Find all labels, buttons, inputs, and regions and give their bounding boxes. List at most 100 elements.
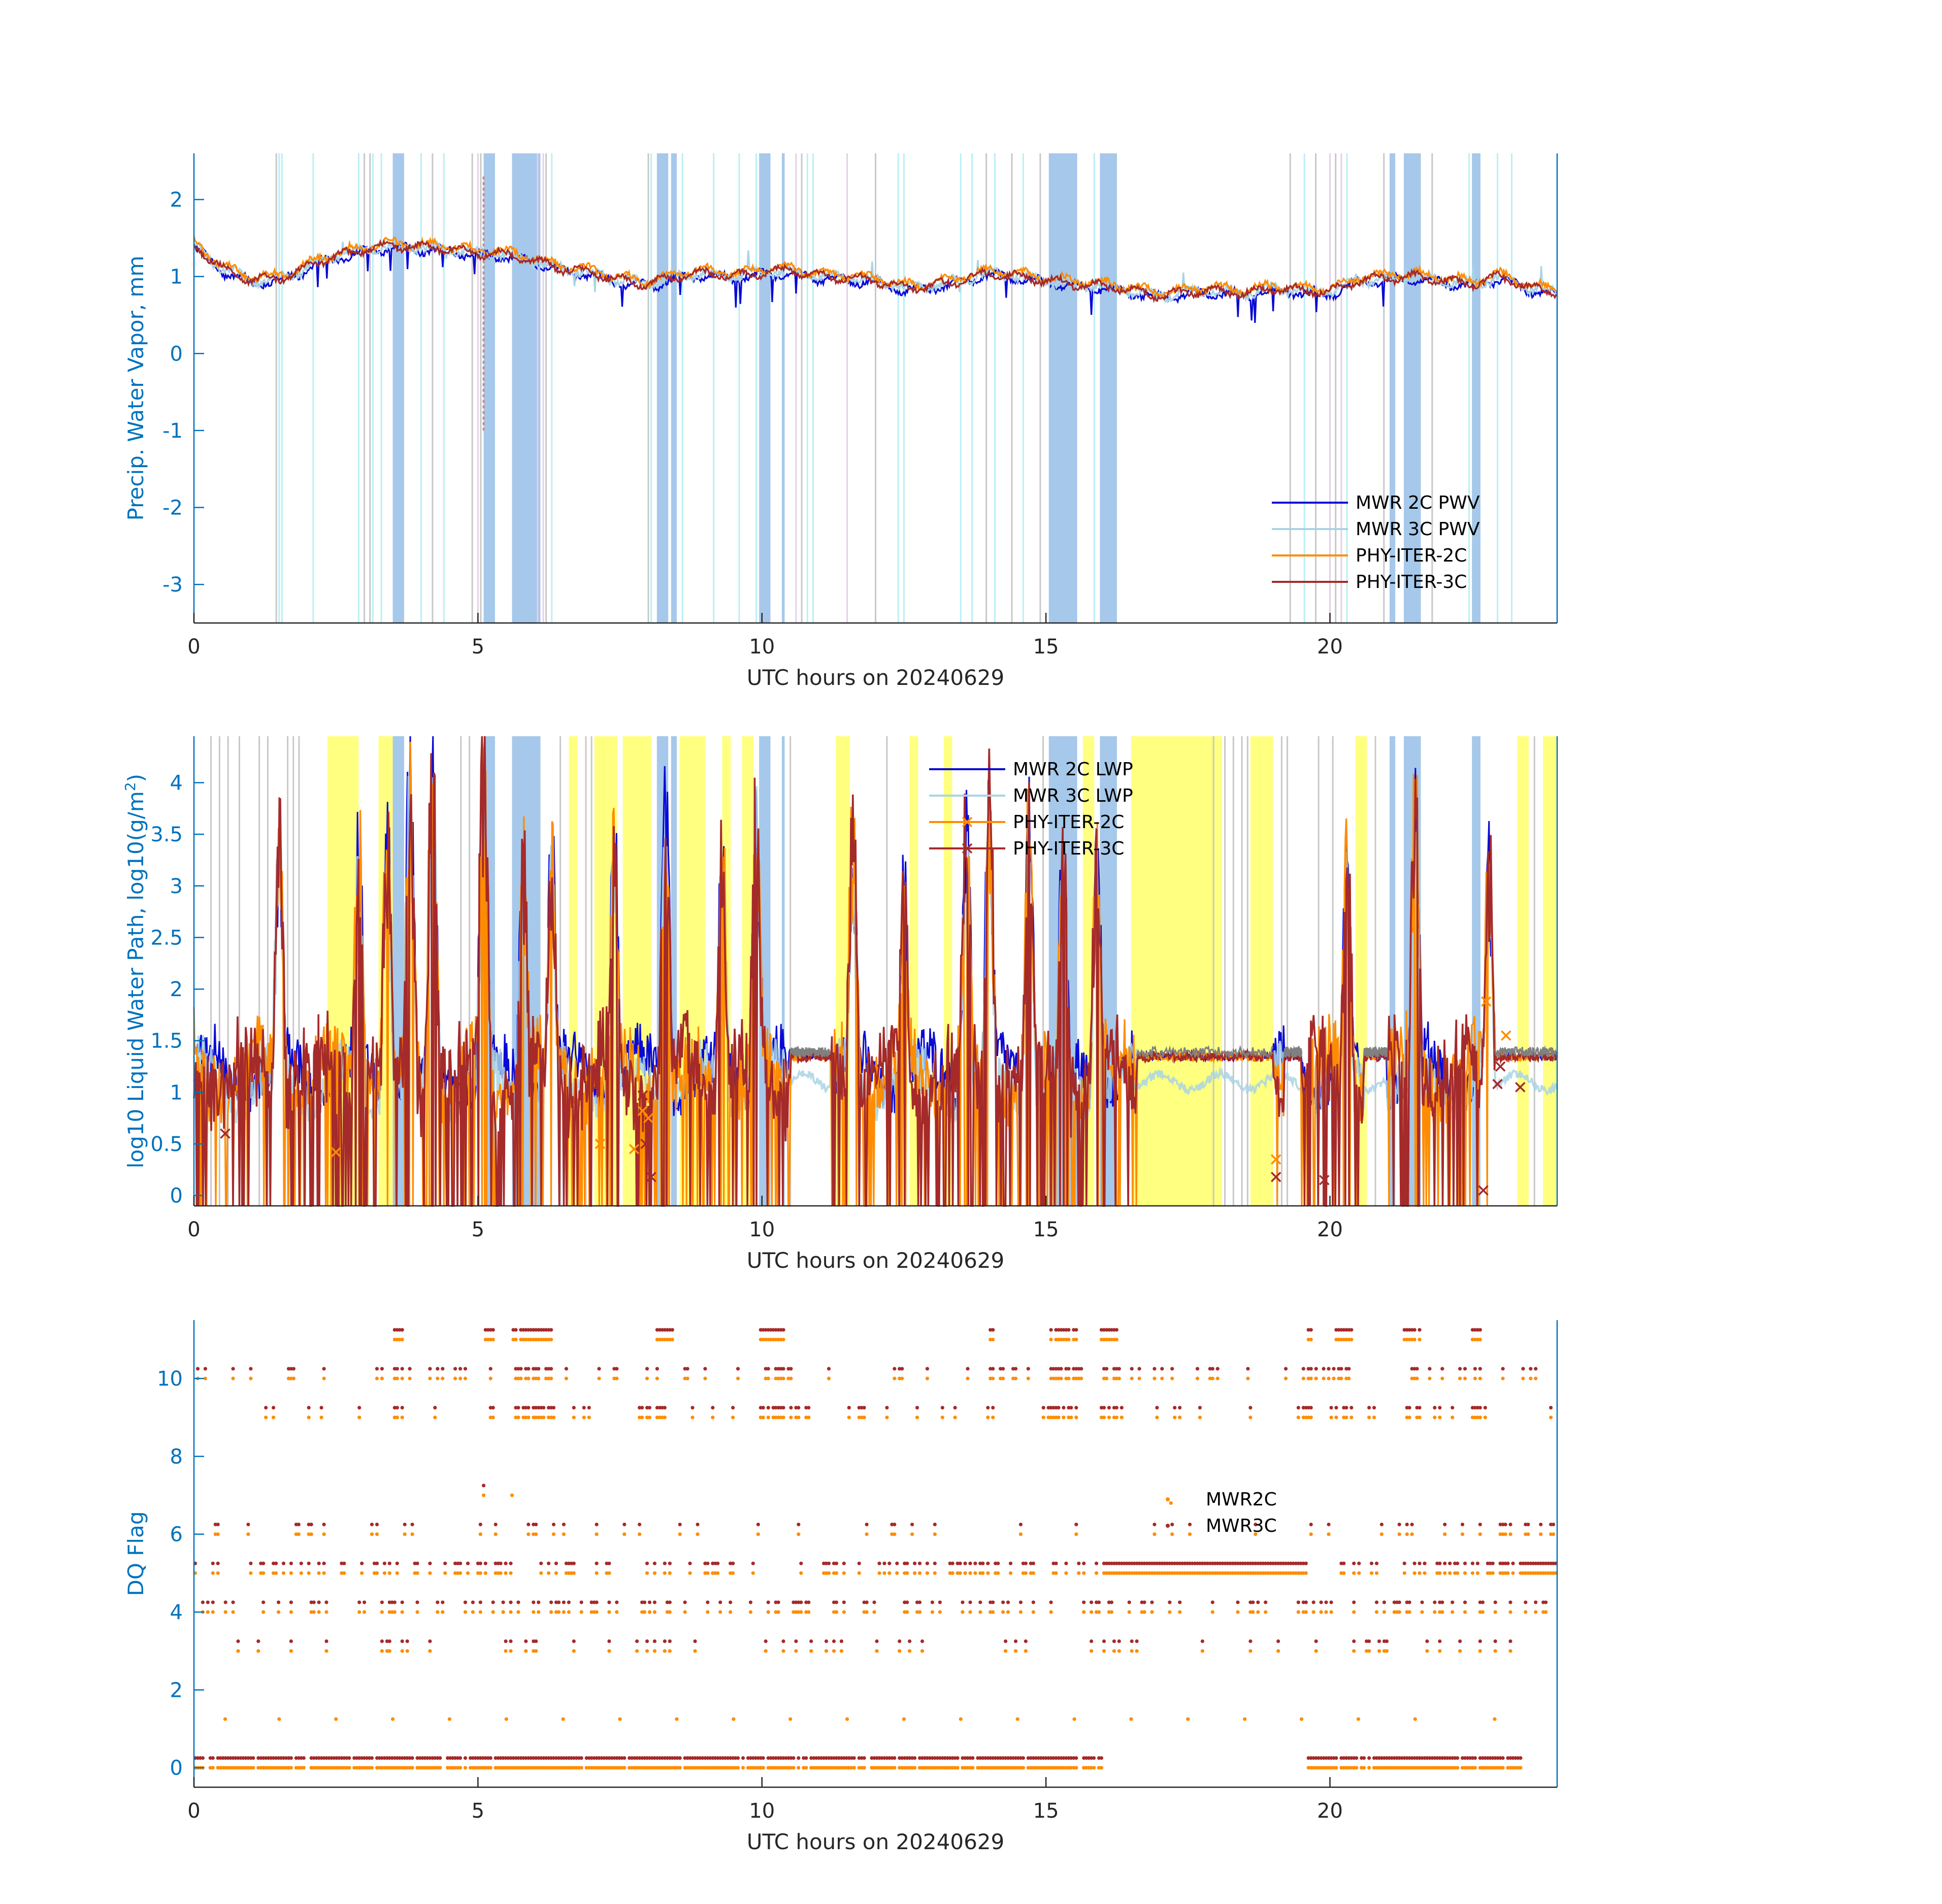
- dq-point-2c: [1289, 1571, 1293, 1575]
- dq-point-2c: [1470, 1337, 1474, 1341]
- dq-point-3c: [319, 1405, 323, 1410]
- dq-point-3c: [420, 1756, 424, 1760]
- dq-point-2c: [1147, 1571, 1151, 1575]
- dq-point-3c: [216, 1561, 220, 1565]
- dq-point-3c: [1526, 1561, 1530, 1565]
- dq-point-2c: [264, 1766, 268, 1770]
- dq-point-3c: [428, 1367, 432, 1371]
- dq-point-3c: [994, 1756, 998, 1760]
- dq-point-3c: [1508, 1639, 1512, 1644]
- dq-point-2c: [1463, 1376, 1467, 1381]
- dq-point-2c: [355, 1766, 359, 1770]
- dq-point-2c: [236, 1766, 240, 1770]
- dq-point-3c: [718, 1756, 722, 1760]
- dq-point-3c: [1405, 1522, 1409, 1527]
- dq-point-2c: [1031, 1571, 1035, 1575]
- dq-point-3c: [877, 1561, 881, 1565]
- dq-point-3c: [564, 1367, 568, 1371]
- dq-point-3c: [938, 1600, 942, 1604]
- dq-point-3c: [357, 1756, 361, 1760]
- pwv-cloud-band: [392, 153, 404, 623]
- dq-point-2c: [261, 1610, 266, 1614]
- dq-point-3c: [595, 1600, 599, 1604]
- dq-point-2c: [903, 1610, 907, 1614]
- dq-point-2c: [905, 1610, 909, 1614]
- dq-point-3c: [387, 1561, 391, 1565]
- dq-point-2c: [1372, 1766, 1376, 1770]
- dq-point-2c: [228, 1766, 233, 1770]
- dq-point-2c: [948, 1766, 952, 1770]
- pwv-y-tick-label: -3: [162, 573, 183, 597]
- dq-point-3c: [968, 1561, 972, 1565]
- dq-point-2c: [678, 1766, 682, 1770]
- dq-point-3c: [483, 1756, 487, 1760]
- dq-point-3c: [893, 1756, 897, 1760]
- dq-point-2c: [824, 1649, 829, 1653]
- dq-point-3c: [488, 1367, 492, 1371]
- dq-point-2c: [1160, 1376, 1164, 1381]
- dq-point-2c: [458, 1766, 463, 1770]
- dq-point-3c: [1453, 1561, 1457, 1565]
- dq-point-3c: [488, 1405, 492, 1410]
- lwp-phy3c-marker: [646, 1171, 656, 1183]
- dq-point-2c: [1458, 1649, 1462, 1653]
- dq-point-3c: [1306, 1367, 1310, 1371]
- dq-point-2c: [1463, 1571, 1467, 1575]
- dq-point-3c: [534, 1405, 538, 1410]
- dq-point-2c: [1355, 1766, 1359, 1770]
- dq-point-3c: [410, 1756, 414, 1760]
- dq-point-3c: [198, 1756, 202, 1760]
- dq-point-2c: [1480, 1610, 1485, 1614]
- dq-point-3c: [1208, 1367, 1212, 1371]
- dq-point-2c: [1473, 1376, 1477, 1381]
- dq-point-3c: [1379, 1522, 1384, 1527]
- dq-point-2c: [1435, 1766, 1439, 1770]
- dq-point-3c: [1016, 1756, 1020, 1760]
- dq-point-3c: [1034, 1756, 1038, 1760]
- dq-point-2c: [595, 1610, 599, 1614]
- dq-point-3c: [1425, 1639, 1429, 1644]
- dq-point-2c: [453, 1571, 457, 1575]
- dq-point-2c: [913, 1766, 917, 1770]
- dq-point-3c: [1392, 1756, 1396, 1760]
- dq-point-2c: [1425, 1649, 1429, 1653]
- dq-point-2c: [890, 1766, 894, 1770]
- dq-point-3c: [473, 1756, 478, 1760]
- dq-point-2c: [683, 1766, 687, 1770]
- dq-point-2c: [569, 1571, 573, 1575]
- dq-point-3c: [1127, 1600, 1131, 1604]
- dq-point-3c: [544, 1328, 548, 1332]
- dq-point-2c: [905, 1571, 909, 1575]
- dq-point-3c: [1095, 1561, 1099, 1565]
- dq-point-2c: [1180, 1571, 1184, 1575]
- dq-point-3c: [342, 1756, 346, 1760]
- dq-point-2c: [733, 1766, 738, 1770]
- dq-point-3c: [1036, 1756, 1040, 1760]
- pwv-legend-label: MWR 3C PWV: [1356, 519, 1480, 540]
- dq-point-2c: [781, 1649, 785, 1653]
- dq-point-3c: [963, 1756, 967, 1760]
- dq-point-3c: [610, 1756, 614, 1760]
- dq-point-2c: [1064, 1376, 1068, 1381]
- dq-point-3c: [246, 1522, 250, 1527]
- dq-point-2c: [1018, 1766, 1023, 1770]
- dq-point-3c: [910, 1522, 914, 1527]
- dq-point-3c: [392, 1600, 397, 1604]
- dq-point-2c: [537, 1337, 541, 1341]
- dq-point-2c: [729, 1766, 733, 1770]
- dq-point-2c: [537, 1416, 541, 1420]
- dq-point-3c: [478, 1756, 482, 1760]
- dq-point-2c: [718, 1766, 722, 1770]
- dq-point-2c: [655, 1337, 659, 1341]
- dq-point-3c: [392, 1328, 397, 1332]
- dq-point-3c: [638, 1756, 642, 1760]
- dq-point-3c: [549, 1600, 553, 1604]
- dq-point-3c: [382, 1561, 387, 1565]
- dq-point-3c: [961, 1756, 965, 1760]
- pwv-cloud-band: [759, 153, 771, 623]
- dq-point-3c: [1278, 1561, 1283, 1565]
- dq-point-3c: [463, 1367, 468, 1371]
- lwp-cloud-band: [781, 736, 785, 1206]
- dq-point-2c: [597, 1766, 601, 1770]
